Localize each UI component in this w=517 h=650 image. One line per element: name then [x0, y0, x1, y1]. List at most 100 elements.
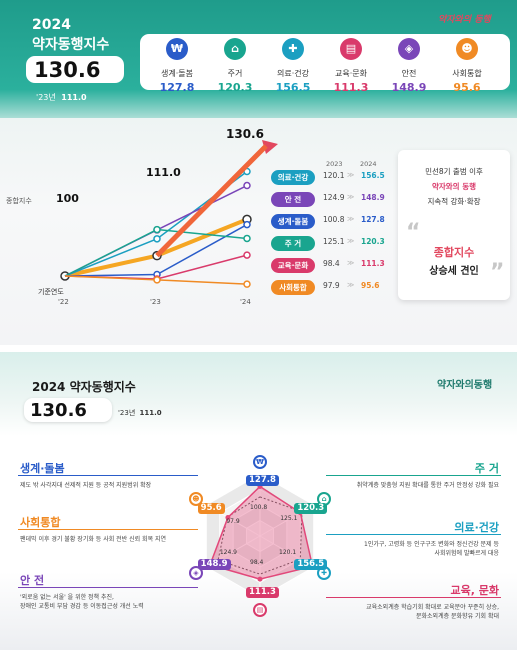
category-value: 148.9 [391, 81, 427, 94]
mid-value: 111.0 [146, 166, 181, 179]
row-arrow: ≫ [347, 281, 355, 289]
bottom-header-bg [0, 352, 517, 436]
bottom-panel: 2024 약자동행지수 130.6 '23년 111.0 약자와의동행 생계·돌… [0, 352, 517, 650]
book-icon: ▤ [340, 38, 362, 60]
category-item: ▤ 교육·문화 111.3 [322, 38, 380, 94]
radar-point-2024 [225, 514, 231, 520]
series-point [243, 234, 251, 243]
right-item-rule [326, 534, 501, 535]
row-label: 의료·건강 [271, 170, 315, 185]
index-title: 약자동행지수 [32, 37, 110, 53]
left-item-desc: 팬데믹 이후 경기 불황 장기화 등 사회 전반 신뢰 회복 지연 [20, 536, 167, 543]
callout-card: 민선8기 출범 이후 약자와의 동행 지속적 강화·확장 “ 종합지수 상승세 … [398, 150, 510, 300]
row-value-2024: 156.5 [361, 171, 385, 180]
quote-open-icon: “ [406, 220, 421, 245]
row-value-2024: 111.3 [361, 259, 385, 268]
category-item: ◈ 안전 148.9 [380, 38, 438, 94]
row-label: 주 거 [271, 236, 315, 251]
series-point [243, 251, 251, 259]
right-item-rule [326, 475, 501, 476]
series-point [243, 280, 251, 288]
row-label: 안 전 [271, 192, 315, 207]
end-value: 130.6 [226, 127, 264, 141]
arrow-head-icon [262, 140, 278, 154]
prev-year-value: 111.0 [61, 93, 87, 102]
category-item: ☻ 사회통합 95.6 [438, 38, 496, 94]
category-value: 156.5 [275, 81, 311, 94]
right-item-desc: 취약계층 맞춤형 지원 확대를 통한 주거 안정성 강화 필요 [356, 482, 499, 489]
value-row: 사회통합 97.9 ≫ 95.6 [271, 280, 383, 295]
radar-label-2023: 100.8 [250, 503, 268, 511]
value-row: 생계·돌봄 100.8 ≫ 127.8 [271, 214, 385, 229]
radar-label-2023: 124.9 [219, 549, 237, 557]
bottom-prev-label: '23년 [118, 409, 136, 417]
radar-label-2024: 120.3 [294, 503, 328, 515]
prev-year-label: '23년 [36, 93, 56, 102]
series-point [153, 225, 161, 234]
category-name: 의료·건강 [277, 69, 309, 78]
top-panel: 2024 약자동행지수 130.6 '23년 111.0 약자와의 동행 ₩ 생계… [0, 0, 517, 345]
value-row: 의료·건강 120.1 ≫ 156.5 [271, 170, 385, 185]
series-point [243, 181, 251, 190]
category-item: ✚ 의료·건강 156.5 [264, 38, 322, 94]
callout-line1: 민선8기 출범 이후 [425, 167, 483, 176]
radar-label-2023: 97.9 [226, 518, 240, 526]
right-item-title: 주 거 [474, 462, 499, 475]
row-value-2023: 100.8 [323, 215, 345, 224]
category-name: 생계·돌봄 [161, 69, 193, 78]
right-item-desc: 1인가구, 고령화 등 인구구조 변화와 정신건강 문제 등 사회위험에 발빠르… [364, 541, 499, 557]
bottom-index-value: 130.6 [30, 400, 87, 421]
row-arrow: ≫ [347, 215, 355, 223]
row-label: 교육·문화 [271, 258, 315, 273]
category-item: ₩ 생계·돌봄 127.8 [148, 38, 206, 94]
row-value-2023: 98.4 [323, 259, 340, 268]
col-header-2023: 2023 [326, 160, 343, 168]
left-item-desc: 제도 밖 사각지대 선제적 지원 등 공적 지원범위 확장 [20, 482, 152, 489]
series-line [64, 170, 248, 277]
health-icon: ✚ [282, 38, 304, 60]
category-value: 95.6 [453, 81, 481, 94]
year-tick: '22 [58, 298, 69, 306]
radar-label-2024: 95.6 [197, 503, 225, 515]
right-item-rule [326, 597, 501, 598]
series-point [153, 276, 161, 284]
left-item-title: 생계·돌봄 [20, 462, 65, 475]
value-row: 안 전 124.9 ≫ 148.9 [271, 192, 385, 207]
callout-line3: 지속적 강화·확장 [427, 197, 481, 206]
category-name: 안전 [401, 69, 417, 78]
left-item-title: 사회통합 [20, 516, 61, 529]
callout-line2: 약자와의 동행 [431, 182, 476, 191]
row-arrow: ≫ [347, 237, 355, 245]
year-tick: '24 [240, 298, 251, 306]
left-item-rule [18, 475, 198, 476]
callout-highlight: 종합지수 [433, 246, 475, 259]
series-point [153, 235, 161, 243]
people-icon: ☻ [188, 492, 203, 506]
radar-label-2024: 111.3 [246, 586, 279, 598]
row-arrow: ≫ [347, 193, 355, 201]
right-item-title: 의료·건강 [454, 521, 499, 534]
house-icon: ⌂ [224, 38, 246, 60]
row-value-2023: 124.9 [323, 193, 345, 202]
row-value-2023: 120.1 [323, 171, 345, 180]
left-item-title: 안 전 [20, 574, 45, 587]
series-point [243, 220, 251, 229]
row-value-2024: 120.3 [361, 237, 385, 246]
bottom-logo: 약자와의동행 [437, 380, 493, 391]
right-item-desc: 교육소외계층 학습기회 확대로 교육분야 꾸준히 상승, 문화소외계층 문화향유… [366, 604, 499, 620]
slogan-logo: 약자와의 동행 [438, 15, 491, 25]
bottom-index-box: 130.6 [24, 398, 112, 422]
year-tick: '23 [150, 298, 161, 306]
radar-point-2024 [257, 576, 263, 582]
base-year-label: 기준연도 [38, 288, 64, 296]
row-value-2024: 127.8 [361, 215, 385, 224]
shield-icon: ◈ [398, 38, 420, 60]
row-value-2023: 97.9 [323, 281, 340, 290]
category-card [140, 34, 510, 90]
bottom-prev-row: '23년 111.0 [118, 408, 162, 418]
radar-label-2024: 127.8 [246, 475, 279, 487]
left-item-desc: '외로움 없는 서울' 을 위한 정책 추진, 장애인 교통비 부담 경감 등 … [20, 594, 144, 610]
year-label: 2024 [32, 17, 71, 33]
left-item-rule [18, 587, 198, 588]
row-label: 사회통합 [271, 280, 315, 295]
